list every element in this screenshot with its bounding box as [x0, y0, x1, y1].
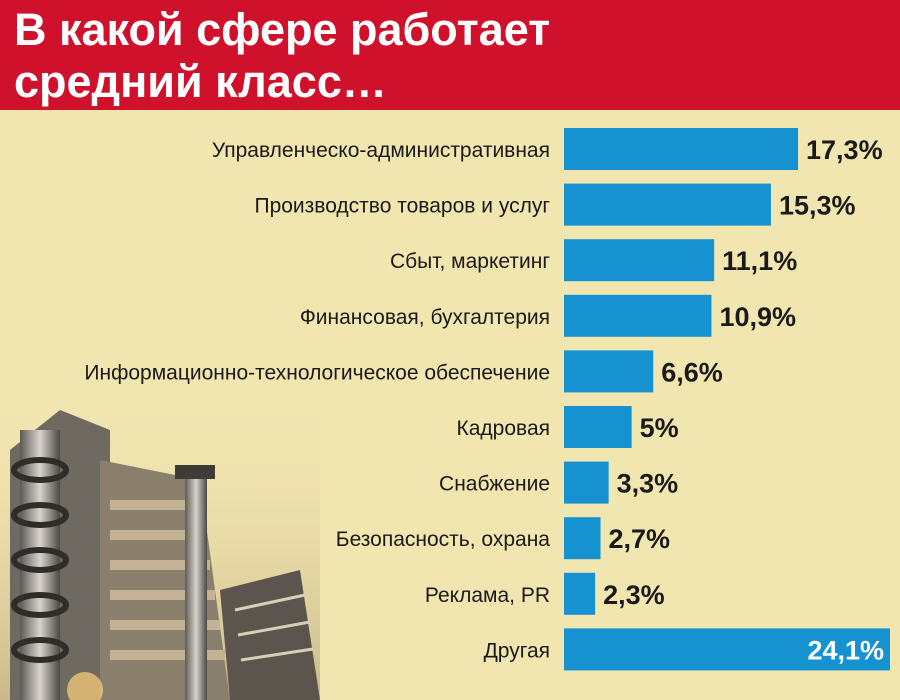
value-label-6: 5%: [640, 413, 679, 443]
value-label-5: 6,6%: [661, 357, 723, 387]
category-label-5: Информационно-технологическое обеспечени…: [84, 361, 550, 384]
value-label-1: 17,3%: [806, 135, 883, 165]
bar-6: [564, 406, 632, 448]
bar-1: [564, 128, 799, 170]
bar-3: [564, 239, 715, 282]
category-label-1: Управленческо-административная: [212, 139, 550, 162]
value-label-3: 11,1%: [722, 246, 797, 276]
bar-7: [564, 461, 609, 504]
title-banner: В какой сфере работает средний класс…: [0, 0, 900, 110]
category-label-6: Кадровая: [457, 417, 551, 440]
building-photo: [0, 390, 320, 700]
chart-title: В какой сфере работает средний класс…: [14, 4, 551, 107]
category-label-10: Другая: [484, 639, 550, 662]
bar-2: [564, 183, 771, 226]
bar-5: [564, 350, 654, 393]
category-label-9: Реклама, PR: [425, 584, 550, 607]
value-label-8: 2,7%: [609, 524, 671, 554]
bar-4: [564, 294, 712, 337]
bar-8: [564, 517, 601, 560]
value-label-9: 2,3%: [603, 580, 665, 610]
value-label-2: 15,3%: [779, 191, 856, 221]
value-label-10: 24,1%: [807, 635, 884, 665]
value-label-4: 10,9%: [719, 302, 796, 332]
value-label-7: 3,3%: [617, 469, 679, 499]
category-label-8: Безопасность, охрана: [336, 528, 551, 551]
bar-10: [564, 628, 890, 671]
category-label-7: Снабжение: [439, 473, 550, 496]
category-label-4: Финансовая, бухгалтерия: [300, 306, 550, 329]
category-label-3: Сбыт, маркетинг: [390, 250, 550, 273]
category-label-2: Производство товаров и услуг: [254, 195, 550, 218]
bar-9: [564, 572, 596, 615]
